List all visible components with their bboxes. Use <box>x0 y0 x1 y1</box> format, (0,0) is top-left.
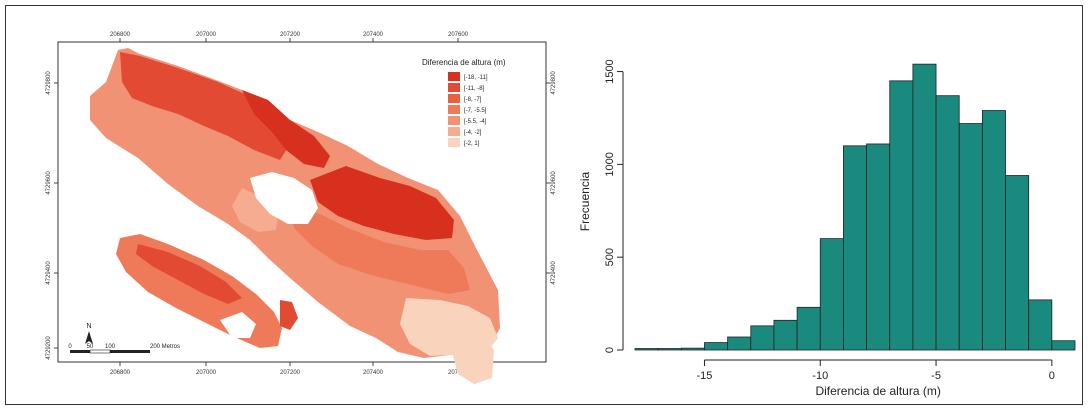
x-tick-label: -10 <box>812 370 828 382</box>
scale-bar-label: 200 Metros <box>150 344 180 350</box>
figure-frame <box>5 5 1083 405</box>
histogram-bar <box>1028 299 1053 351</box>
scale-bar-label: 50 <box>87 344 94 350</box>
terrain-patch-southwest-dark <box>136 244 242 304</box>
histogram-axes <box>622 71 1052 361</box>
map-right-tick-label: 4729400 <box>551 261 557 285</box>
map-right-tick-label: 4729600 <box>551 171 557 195</box>
histogram-bar <box>819 238 844 351</box>
y-tick-label: 500 <box>604 248 616 266</box>
map-right-tick-label: 4729800 <box>551 71 557 95</box>
legend-label: [-8, -7] <box>464 97 482 103</box>
north-arrow-icon: N <box>85 323 93 344</box>
y-tick-label: 1500 <box>604 59 616 83</box>
map-top-tick-label: 207000 <box>196 32 217 38</box>
legend-swatch <box>448 72 460 81</box>
histogram-bar <box>796 306 821 351</box>
terrain-patch-southwest-tip <box>280 300 298 330</box>
histogram-bar <box>704 342 729 351</box>
scale-bar: 0 50 100 200 Metros <box>68 344 180 354</box>
histogram-bar <box>981 110 1006 351</box>
terrain-patch-center-dark <box>310 166 454 240</box>
histogram-bar <box>866 143 891 351</box>
terrain-patch-middle-light <box>232 188 278 232</box>
map-top-tick-label: 206800 <box>110 32 131 38</box>
map-top-tick-label: 207400 <box>363 32 384 38</box>
x-axis-ticks: -15 -10 -5 0 <box>697 360 1055 382</box>
histogram-bar <box>843 145 867 351</box>
legend-label: [-4, -2] <box>464 130 482 136</box>
histogram-bar <box>680 347 705 351</box>
legend-swatch <box>448 105 460 114</box>
legend-swatch <box>448 94 460 103</box>
legend-swatch <box>448 116 460 125</box>
map-left-tick-label: 4729200 <box>46 336 52 360</box>
map-bottom-ticks: 206800 207000 207200 207400 207600 <box>110 362 469 376</box>
histogram-bar <box>958 123 983 351</box>
map-bottom-tick-label: 207400 <box>363 370 384 376</box>
scale-bar-label: 0 <box>68 344 72 350</box>
map-top-tick-label: 207200 <box>280 32 301 38</box>
elevation-difference-map: 206800 207000 207200 207400 207600 20680… <box>46 32 557 384</box>
histogram-bar <box>657 348 682 351</box>
terrain-patch-north-dark <box>120 52 290 160</box>
histogram-bar <box>634 348 659 351</box>
x-axis-label: Diferencia de altura (m) <box>815 384 940 398</box>
terrain-hole-clearing <box>250 172 318 224</box>
legend-swatch <box>448 83 460 92</box>
legend-swatch <box>448 127 460 136</box>
y-axis-ticks: 0 500 1000 1500 <box>604 59 623 353</box>
map-left-tick-label: 4729400 <box>46 261 52 285</box>
legend-label: [-2, 1] <box>464 141 480 147</box>
histogram-bar <box>1051 340 1076 351</box>
map-bottom-tick-label: 206800 <box>110 370 131 376</box>
histogram-bar <box>1005 175 1030 351</box>
legend-swatch <box>448 138 460 147</box>
legend-label: [-11, -8] <box>464 86 485 92</box>
terrain-patch-center-mid <box>290 208 470 294</box>
scale-bar-segment <box>89 349 111 354</box>
legend-label: [-18, -11] <box>464 75 488 81</box>
map-left-tick-label: 4729600 <box>46 171 52 195</box>
terrain-patch-south-tail <box>452 328 494 384</box>
histogram-bar <box>773 319 798 351</box>
y-tick-label: 1000 <box>604 152 616 176</box>
histogram-bars <box>634 63 1076 351</box>
north-arrow-label: N <box>86 323 91 330</box>
legend-title: Diferencia de altura (m) <box>422 58 506 67</box>
terrain-hole-southwest <box>220 312 256 338</box>
map-legend: Diferencia de altura (m) [-18, -11] [-11,… <box>422 58 506 147</box>
scale-bar-label: 100 <box>105 344 116 350</box>
histogram-chart: 0 500 1000 1500 -15 -10 -5 0 Diferencia de alt… <box>578 59 1076 398</box>
x-tick-label: -15 <box>697 370 713 382</box>
map-left-ticks: 4729800 4729600 4729400 4729200 <box>46 71 58 360</box>
map-left-tick-label: 4729800 <box>46 71 52 95</box>
y-axis-label: Frecuencia <box>578 172 592 232</box>
histogram-bar <box>750 325 775 351</box>
scale-bar-segment <box>110 350 150 353</box>
scale-bar-segment <box>70 350 90 353</box>
legend-label: [-7, -5.5] <box>464 108 487 114</box>
x-tick-label: -5 <box>931 370 941 382</box>
map-top-tick-label: 207600 <box>448 32 469 38</box>
map-bottom-tick-label: 207200 <box>280 370 301 376</box>
histogram-bar <box>889 80 914 351</box>
map-top-ticks: 206800 207000 207200 207400 207600 <box>110 32 469 42</box>
legend-items: [-18, -11] [-11, -8] [-8, -7] [-7, -5.5] [-5… <box>448 72 488 147</box>
histogram-bar <box>935 95 960 351</box>
map-right-ticks: 4729800 4729600 4729400 <box>546 71 557 285</box>
legend-label: [-5.5, -4] <box>464 119 487 125</box>
terrain-patch-northeast-darkest <box>242 90 330 168</box>
x-tick-label: 0 <box>1049 370 1055 382</box>
y-tick-label: 0 <box>604 347 616 353</box>
histogram-bar <box>727 336 752 351</box>
histogram-bar <box>912 63 937 351</box>
map-bottom-tick-label: 207000 <box>196 370 217 376</box>
